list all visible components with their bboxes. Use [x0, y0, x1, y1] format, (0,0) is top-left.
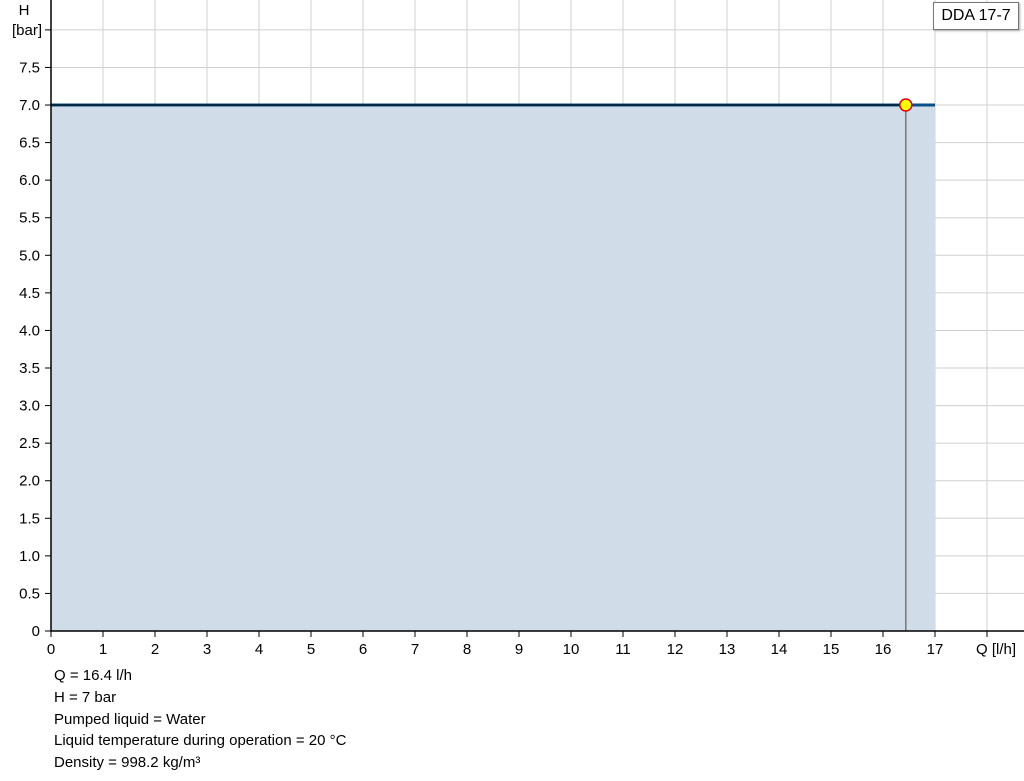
y-tick-label: 0: [32, 623, 40, 640]
x-tick-label: 15: [823, 641, 840, 658]
y-tick-label: 5.5: [19, 210, 40, 227]
x-tick-label: 8: [463, 641, 471, 658]
x-tick-label: 7: [411, 641, 419, 658]
y-tick-label: 5.0: [19, 247, 40, 264]
y-tick-label: 2.0: [19, 473, 40, 490]
info-liquid: Pumped liquid = Water: [54, 710, 206, 728]
x-axis-label: Q [l/h]: [976, 641, 1016, 658]
operating-area: [51, 105, 935, 631]
x-tick-label: 3: [203, 641, 211, 658]
x-tick-label: 17: [927, 641, 944, 658]
y-tick-label: 7.0: [19, 97, 40, 114]
operating-info: Q = 16.4 l/h H = 7 bar Pumped liquid = W…: [54, 665, 346, 774]
x-tick-label: 2: [151, 641, 159, 658]
y-axis-label: H: [19, 2, 30, 19]
x-tick-label: 9: [515, 641, 523, 658]
y-tick-label: 4.5: [19, 285, 40, 302]
x-tick-label: 12: [667, 641, 684, 658]
x-tick-label: 1: [99, 641, 107, 658]
operating-point: [899, 98, 913, 112]
info-flow: Q = 16.4 l/h: [54, 667, 132, 684]
y-tick-label: 3.5: [19, 360, 40, 377]
info-head: H = 7 bar: [54, 688, 117, 706]
y-tick-label: 7.5: [19, 59, 40, 76]
y-axis-unit: [bar]: [12, 22, 42, 39]
y-tick-label: 1.0: [19, 548, 40, 565]
x-tick-label: 4: [255, 641, 263, 658]
y-tick-label: 4.0: [19, 322, 40, 339]
info-density: Density = 998.2 kg/m³: [54, 754, 201, 772]
x-tick-label: 6: [359, 641, 367, 658]
x-tick-label: 14: [771, 641, 788, 658]
info-temperature: Liquid temperature during operation = 20…: [54, 732, 347, 750]
x-tick-label: 13: [719, 641, 736, 658]
legend-entry: DDA 17-7: [933, 2, 1019, 30]
y-tick-label: 6.0: [19, 172, 40, 189]
x-tick-label: 11: [615, 641, 631, 658]
y-tick-label: 6.5: [19, 135, 40, 152]
y-tick-label: 2.5: [19, 435, 40, 452]
y-tick-label: 1.5: [19, 510, 40, 527]
x-tick-label: 10: [563, 641, 580, 658]
x-tick-label: 5: [307, 641, 315, 658]
x-tick-label: 0: [47, 641, 55, 658]
y-tick-label: 3.0: [19, 398, 40, 415]
y-tick-label: 0.5: [19, 585, 40, 602]
x-tick-label: 16: [875, 641, 892, 658]
